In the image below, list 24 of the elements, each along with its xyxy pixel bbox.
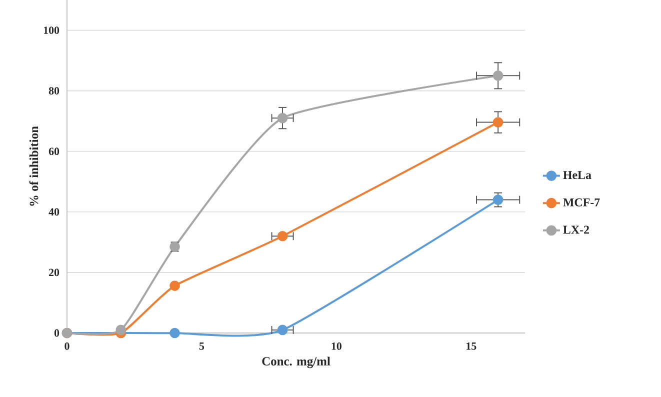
point xyxy=(492,70,504,81)
legend-label: LX-2 xyxy=(563,226,589,234)
x-tick-label: 15 xyxy=(466,342,476,350)
point xyxy=(277,324,288,336)
point xyxy=(170,328,180,338)
x-tick-label: 10 xyxy=(332,342,342,350)
point xyxy=(170,280,180,291)
point xyxy=(277,230,288,242)
point xyxy=(492,194,504,205)
x-tick-label: 5 xyxy=(199,342,204,350)
point xyxy=(116,324,126,336)
y-axis-title: % of inhibition xyxy=(29,126,38,206)
y-tick-label: 100 xyxy=(44,26,60,34)
legend-label: HeLa xyxy=(563,171,592,180)
y-tick-label: 0 xyxy=(54,329,60,337)
point xyxy=(277,112,288,124)
legend-label: MCF-7 xyxy=(563,198,600,206)
x-tick-label: 0 xyxy=(64,342,70,350)
y-tick-label: 40 xyxy=(48,208,60,216)
point xyxy=(492,117,504,128)
x-axis-title: Conc. mg/ml xyxy=(262,356,330,368)
y-tick-label: 60 xyxy=(48,148,60,156)
y-tick-label: 80 xyxy=(48,87,60,95)
y-tick-label: 20 xyxy=(48,268,60,276)
